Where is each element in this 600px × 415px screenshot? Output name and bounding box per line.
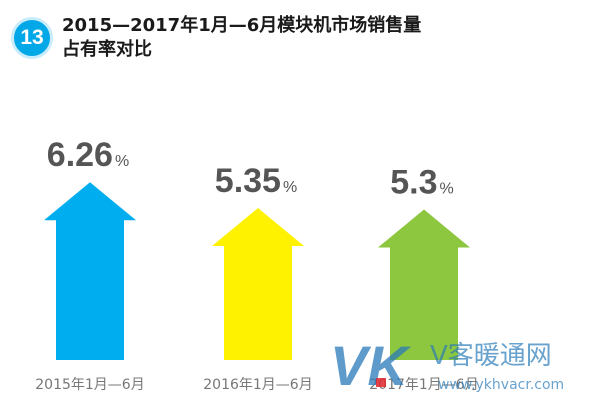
arrow-bar-3	[378, 209, 470, 360]
value-unit-3: %	[440, 180, 454, 197]
arrow-bar-2	[212, 208, 304, 360]
value-number-1: 6.26	[47, 136, 113, 174]
value-unit-1: %	[115, 153, 129, 170]
value-label-1: 6.26%	[47, 136, 129, 174]
value-number-3: 5.3	[390, 163, 437, 201]
chart-title-line-1: 2015—2017年1月—6月模块机市场销售量	[62, 15, 422, 36]
chart-title-line-2: 占有率对比	[62, 39, 152, 60]
category-label-3: 2017年1月—6月	[369, 377, 478, 393]
chart-number-badge: 13	[11, 17, 53, 59]
value-unit-2: %	[283, 179, 297, 196]
watermark-logo-mark	[376, 378, 386, 387]
watermark-brand: V客暖通网	[430, 341, 552, 371]
category-label-1: 2015年1月—6月	[35, 377, 144, 393]
value-number-2: 5.35	[215, 162, 281, 200]
chart-title: 2015—2017年1月—6月模块机市场销售量 占有率对比	[62, 14, 582, 62]
watermark-logo-letters: VK	[330, 334, 411, 397]
value-label-3: 5.3%	[390, 163, 454, 201]
watermark-url: www.ykhvacr.com	[438, 377, 564, 393]
value-label-2: 5.35%	[215, 162, 297, 200]
arrow-bar-1	[44, 182, 136, 360]
category-label-2: 2016年1月—6月	[203, 377, 312, 393]
